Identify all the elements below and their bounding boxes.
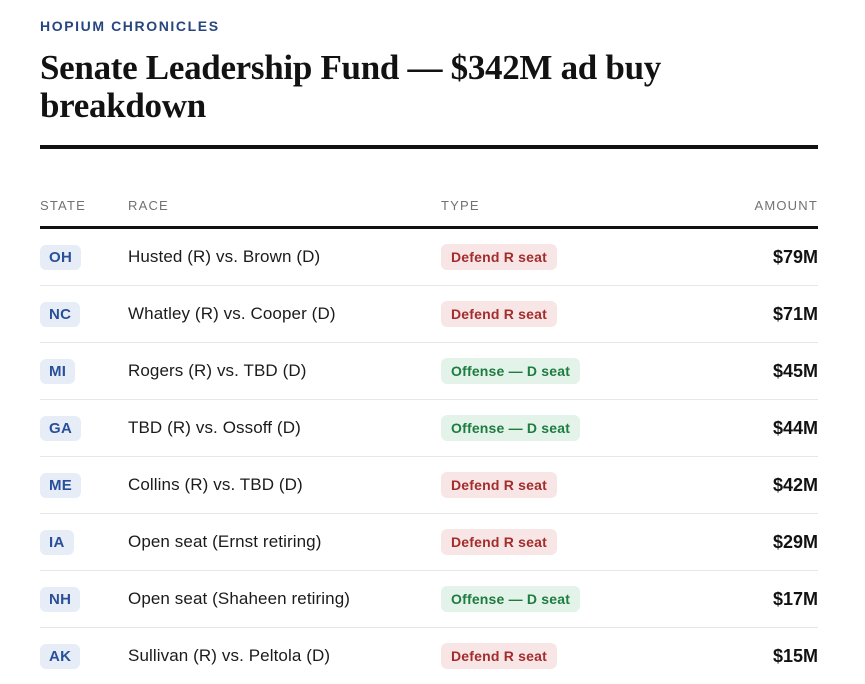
type-badge: Defend R seat xyxy=(441,472,557,498)
type-badge: Defend R seat xyxy=(441,529,557,555)
type-badge: Offense — D seat xyxy=(441,358,581,384)
state-badge: MI xyxy=(40,358,76,384)
table-row: AK Sullivan (R) vs. Peltola (D) Defend R… xyxy=(40,628,818,684)
state-badge: AK xyxy=(40,643,81,669)
race-label: Rogers (R) vs. TBD (D) xyxy=(128,361,307,380)
state-badge: GA xyxy=(40,415,82,441)
state-badge: NH xyxy=(40,586,81,612)
type-badge: Offense — D seat xyxy=(441,415,581,441)
table-row: MI Rogers (R) vs. TBD (D) Offense — D se… xyxy=(40,343,818,400)
state-badge: NC xyxy=(40,301,81,327)
amount-value: $44M xyxy=(772,417,818,438)
amount-value: $45M xyxy=(772,360,818,381)
table-row: NH Open seat (Shaheen retiring) Offense … xyxy=(40,571,818,628)
page-title: Senate Leadership Fund — $342M ad buy br… xyxy=(40,48,661,125)
table-row: OH Husted (R) vs. Brown (D) Defend R sea… xyxy=(40,229,818,286)
race-label: Husted (R) vs. Brown (D) xyxy=(128,247,321,266)
state-badge: ME xyxy=(40,472,82,498)
state-badge: IA xyxy=(40,529,74,555)
table-row: ME Collins (R) vs. TBD (D) Defend R seat… xyxy=(40,457,818,514)
race-label: Open seat (Ernst retiring) xyxy=(128,532,322,551)
column-header-amount: AMOUNT xyxy=(754,198,818,213)
state-badge: OH xyxy=(40,244,82,270)
race-label: Sullivan (R) vs. Peltola (D) xyxy=(128,646,331,665)
table-row: NC Whatley (R) vs. Cooper (D) Defend R s… xyxy=(40,286,818,343)
race-label: Whatley (R) vs. Cooper (D) xyxy=(128,304,336,323)
amount-value: $42M xyxy=(772,474,818,495)
amount-value: $17M xyxy=(772,588,818,609)
race-label: Open seat (Shaheen retiring) xyxy=(128,589,351,608)
table-header-row: STATE RACE TYPE AMOUNT xyxy=(40,157,818,229)
column-header-state: STATE xyxy=(40,198,86,213)
column-header-race: RACE xyxy=(128,198,169,213)
amount-value: $79M xyxy=(772,246,818,267)
title-rule-divider xyxy=(40,145,818,149)
publication-kicker-link[interactable]: HOPIUM CHRONICLES xyxy=(40,18,220,34)
column-header-type: TYPE xyxy=(441,198,480,213)
amount-value: $29M xyxy=(772,531,818,552)
type-badge: Defend R seat xyxy=(441,244,557,270)
amount-value: $15M xyxy=(772,645,818,666)
race-label: TBD (R) vs. Ossoff (D) xyxy=(128,418,301,437)
type-badge: Defend R seat xyxy=(441,301,557,327)
table-row: GA TBD (R) vs. Ossoff (D) Offense — D se… xyxy=(40,400,818,457)
table-row: IA Open seat (Ernst retiring) Defend R s… xyxy=(40,514,818,571)
type-badge: Defend R seat xyxy=(441,643,557,669)
type-badge: Offense — D seat xyxy=(441,586,581,612)
ad-buy-table: STATE RACE TYPE AMOUNT OH Husted (R) vs.… xyxy=(40,157,818,684)
amount-value: $71M xyxy=(772,303,818,324)
race-label: Collins (R) vs. TBD (D) xyxy=(128,475,303,494)
